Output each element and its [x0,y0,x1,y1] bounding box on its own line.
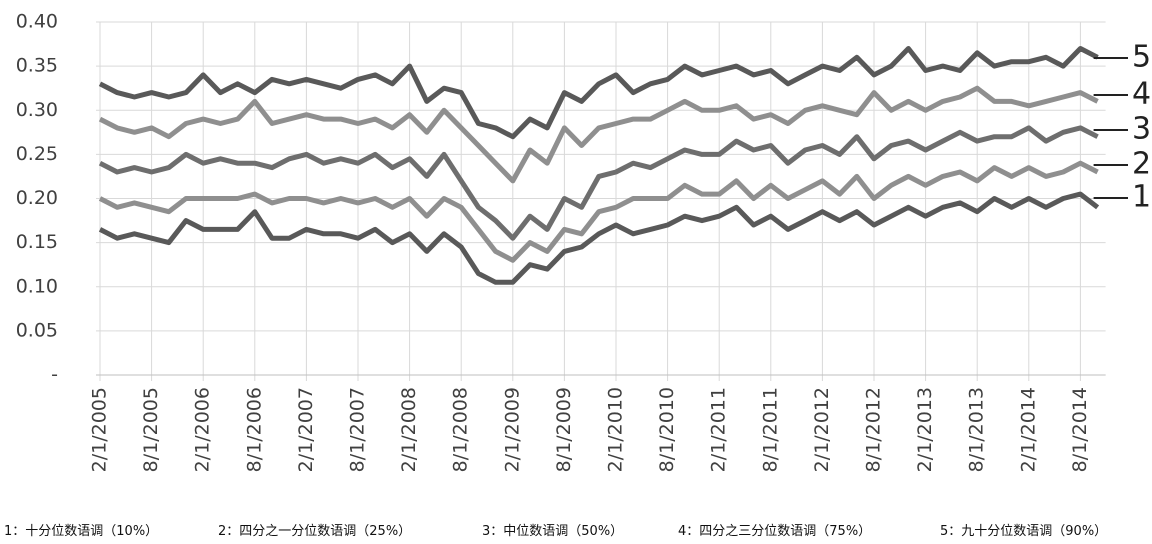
x-tick-label: 2/1/2011 [708,387,730,472]
y-tick-label: 0.25 [16,143,58,165]
y-tick-label: 0.15 [16,231,58,253]
x-tick-label: 2/1/2006 [192,387,214,472]
series-line [98,191,1100,285]
legend-entry: 2：四分之一分位数语调（25%） [218,524,411,539]
x-tick-label: 8/1/2011 [759,387,781,472]
y-tick-label: - [51,364,58,386]
y-tick-label: 0.10 [16,275,58,297]
y-tick-label: 0.35 [16,55,58,77]
x-tick-label: 8/1/2007 [347,387,369,472]
series-line [98,160,1099,263]
end-label: 2 [1132,147,1151,182]
x-tick-label: 2/1/2013 [914,387,936,472]
end-label: 1 [1132,180,1151,215]
x-tick-label: 8/1/2010 [656,387,678,472]
x-tick-label: 8/1/2008 [450,387,472,472]
x-tick-label: 8/1/2013 [966,387,988,472]
x-tick-label: 8/1/2014 [1069,387,1091,472]
series-line [98,46,1099,140]
series-line [98,85,1099,184]
end-label: 3 [1132,112,1151,147]
x-tick-label: 8/1/2005 [140,387,162,472]
x-tick-label: 2/1/2005 [89,387,111,472]
legend-entry: 1：十分位数语调（10%） [4,524,158,539]
x-tick-label: 2/1/2014 [1017,387,1039,472]
end-label: 5 [1132,40,1151,75]
legend-entry: 3：中位数语调（50%） [482,524,623,539]
x-tick-label: 8/1/2012 [863,387,885,472]
x-tick-label: 2/1/2009 [501,387,523,472]
x-tick-label: 2/1/2008 [398,387,420,472]
x-tick-label: 8/1/2006 [243,387,265,472]
series-line [98,125,1099,241]
x-tick-label: 8/1/2009 [553,387,575,472]
y-tick-label: 0.20 [16,187,58,209]
y-tick-label: 0.05 [16,319,58,341]
x-tick-label: 2/1/2010 [605,387,627,472]
y-tick-label: 0.40 [16,11,58,33]
legend-entry: 4：四分之三分位数语调（75%） [678,524,871,539]
legend-entry: 5：九十分位数语调（90%） [940,524,1107,539]
y-tick-label: 0.30 [16,99,58,121]
x-tick-label: 2/1/2012 [811,387,833,472]
x-tick-label: 2/1/2007 [295,387,317,472]
end-label: 4 [1132,77,1151,112]
